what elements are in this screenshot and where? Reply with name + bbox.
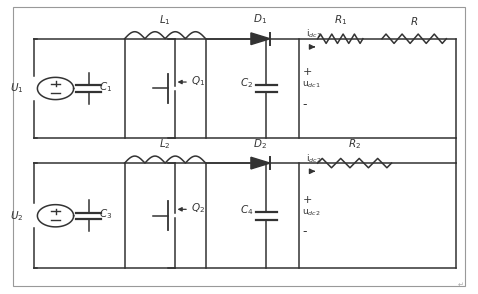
Text: ↵: ↵ [458, 282, 464, 288]
Text: -: - [303, 98, 307, 111]
Text: C$_4$: C$_4$ [239, 203, 253, 217]
Text: i$_{dc1}$: i$_{dc1}$ [306, 28, 322, 40]
Text: R: R [411, 17, 418, 27]
Text: L$_1$: L$_1$ [159, 13, 171, 27]
Text: +: + [303, 67, 312, 77]
Text: C$_1$: C$_1$ [99, 80, 113, 94]
Text: U$_1$: U$_1$ [10, 81, 23, 95]
Text: U$_2$: U$_2$ [10, 209, 23, 223]
Text: D$_1$: D$_1$ [253, 12, 268, 26]
Text: C$_2$: C$_2$ [240, 76, 253, 90]
Polygon shape [251, 33, 270, 45]
Text: -: - [303, 225, 307, 238]
Text: +: + [303, 195, 312, 205]
Text: u$_{dc1}$: u$_{dc1}$ [303, 80, 321, 90]
Text: Q$_1$: Q$_1$ [191, 74, 206, 88]
Text: D$_2$: D$_2$ [253, 137, 267, 151]
Text: u$_{dc2}$: u$_{dc2}$ [303, 207, 321, 218]
Text: C$_3$: C$_3$ [99, 207, 113, 221]
Text: Q$_2$: Q$_2$ [191, 202, 206, 215]
Text: i$_{dc2}$: i$_{dc2}$ [306, 152, 322, 165]
Text: R$_2$: R$_2$ [348, 138, 361, 151]
Text: L$_2$: L$_2$ [159, 138, 171, 151]
Text: R$_1$: R$_1$ [334, 13, 347, 27]
Polygon shape [251, 157, 270, 169]
